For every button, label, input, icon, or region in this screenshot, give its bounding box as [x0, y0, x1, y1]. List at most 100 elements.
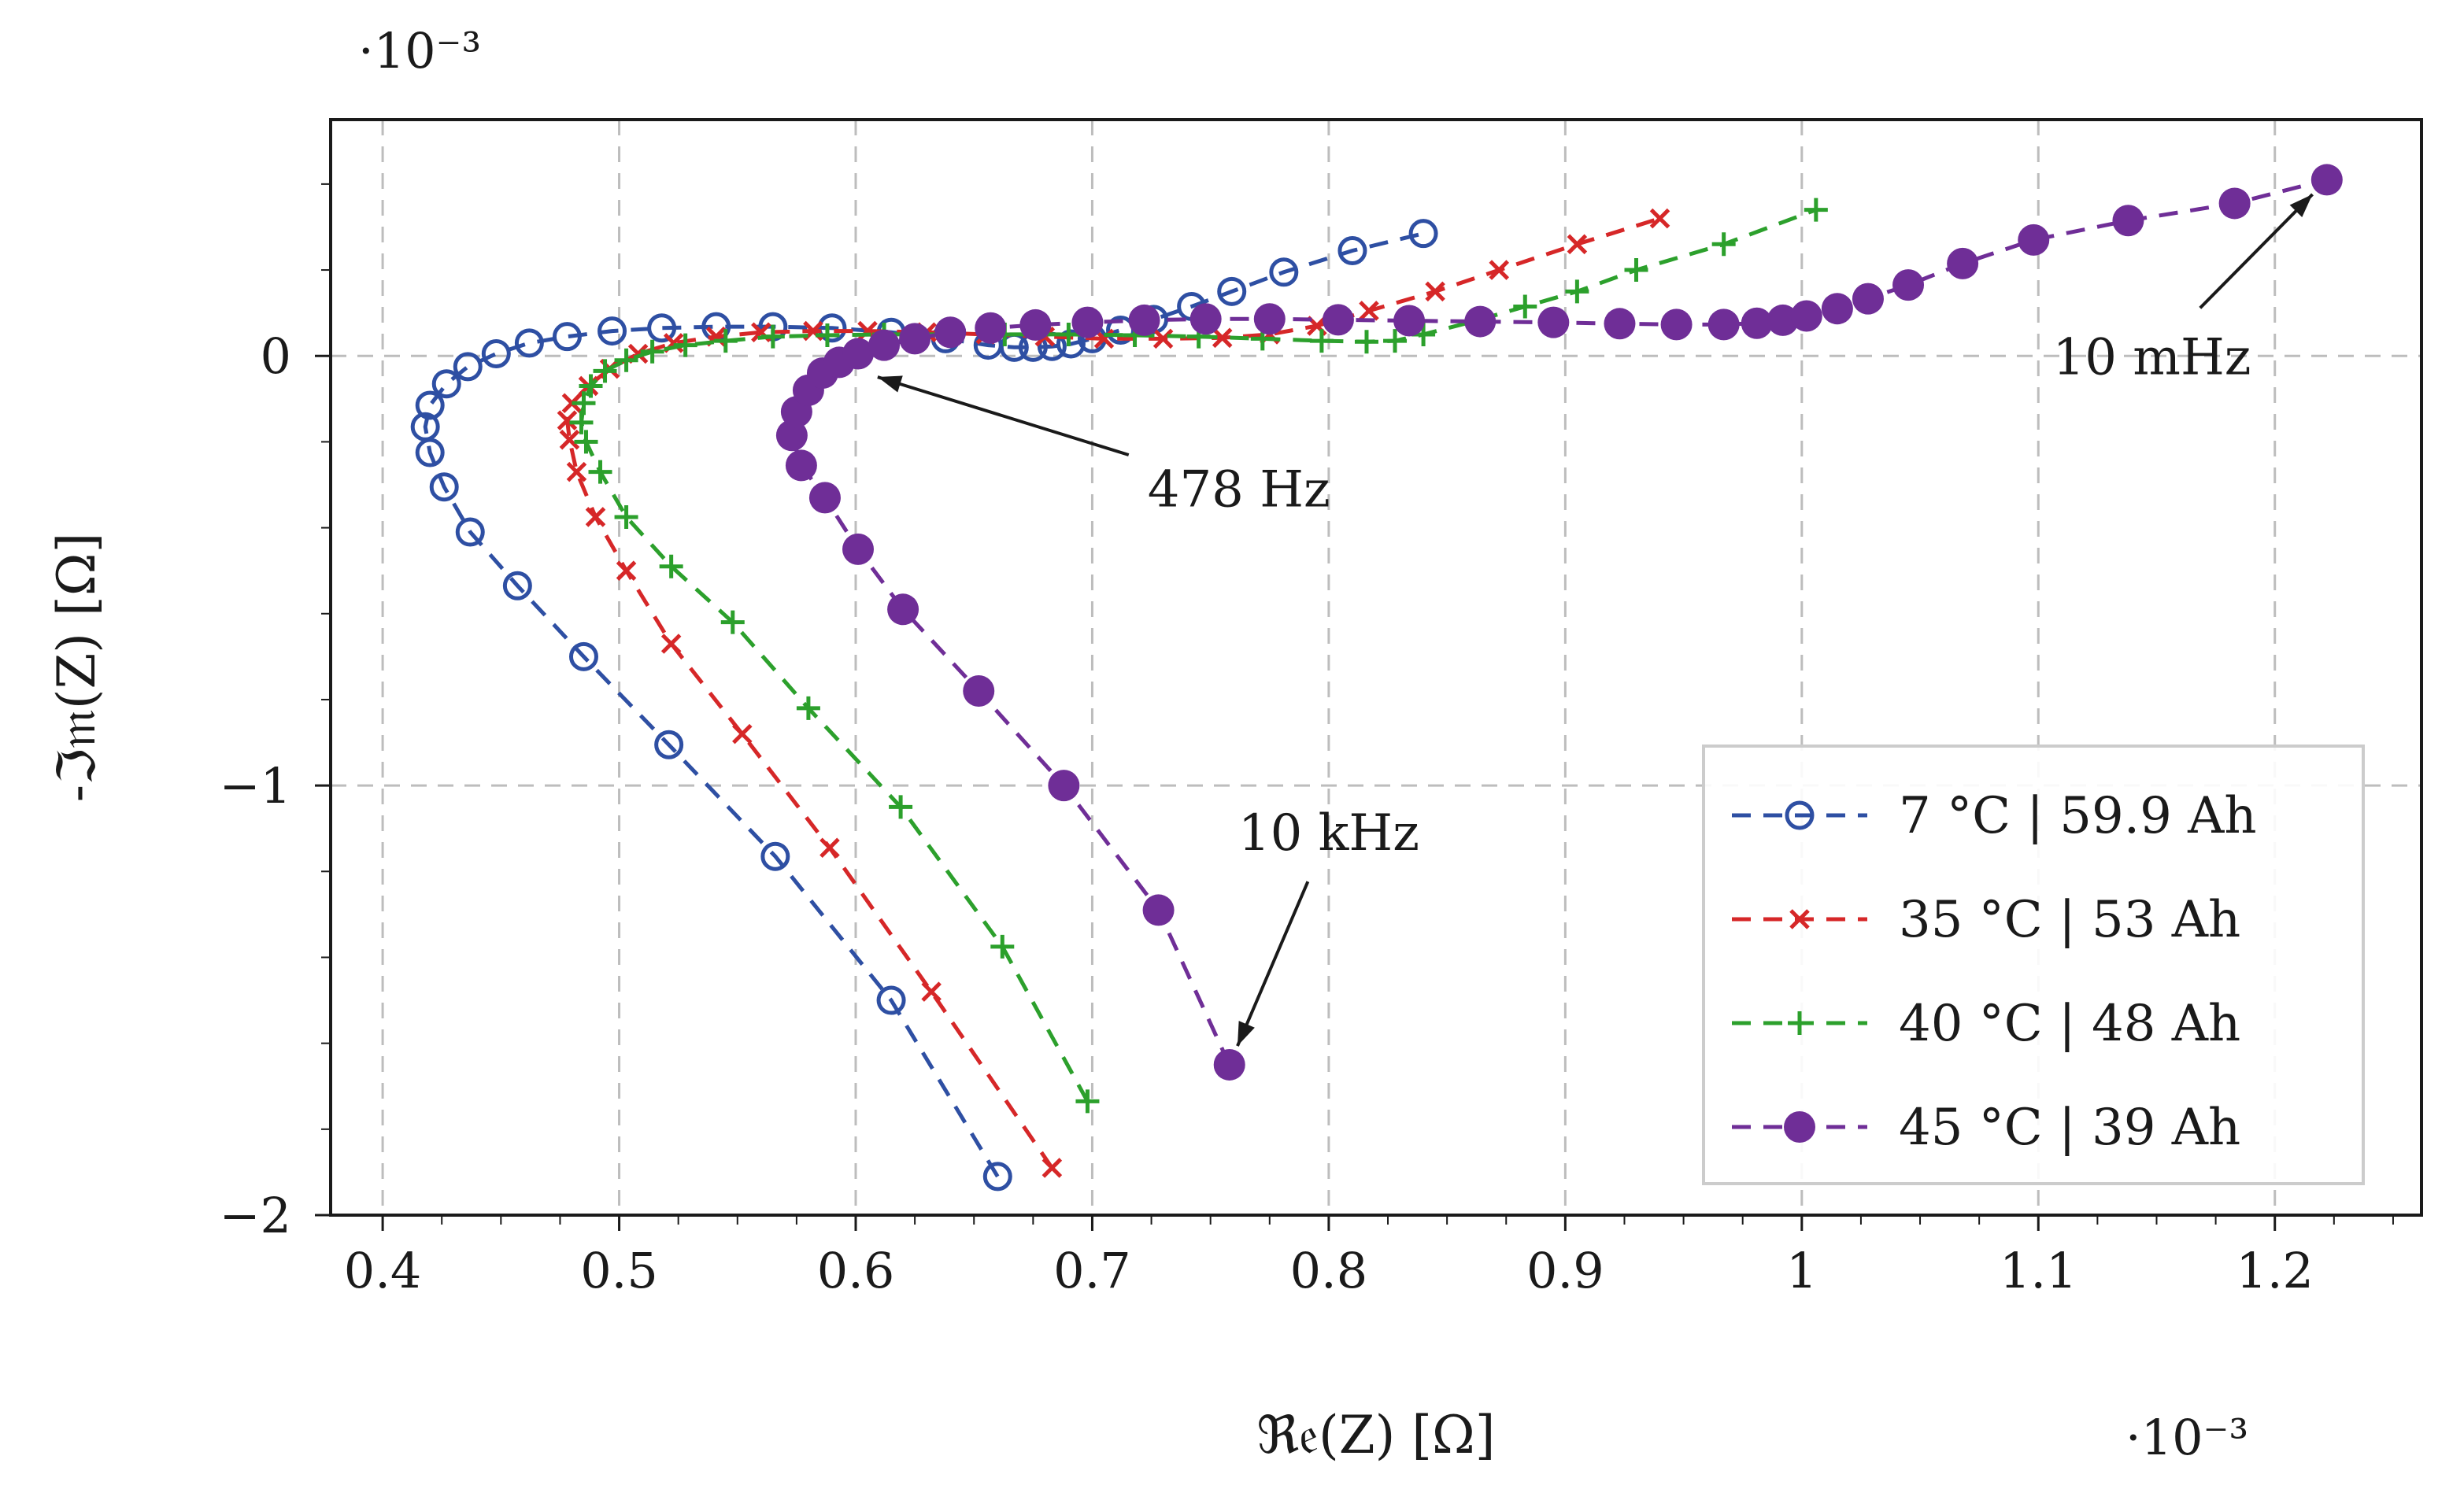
data-point	[1624, 258, 1648, 283]
series-group	[410, 164, 2343, 1192]
data-point	[572, 391, 596, 416]
data-point	[1892, 269, 1925, 301]
data-point	[1741, 307, 1773, 339]
data-point	[1767, 304, 1799, 336]
data-point	[569, 410, 594, 434]
data-point	[1464, 305, 1497, 338]
y-tick-label: −2	[220, 1187, 291, 1244]
legend-item: 45 °C | 39 Ah	[1732, 1099, 2240, 1157]
legend-label: 7 °C | 59.9 Ah	[1899, 787, 2257, 845]
data-point	[614, 504, 638, 529]
data-point	[640, 339, 664, 364]
annotation-arrowhead	[1237, 1021, 1255, 1047]
data-point	[815, 323, 839, 348]
data-point	[1071, 306, 1104, 338]
data-point	[713, 329, 738, 353]
y-exponent-label: ·10⁻³	[358, 22, 481, 79]
y-axis-label: -ℑ𝔪(Z) [Ω]	[46, 533, 107, 803]
series-2	[557, 208, 1670, 1178]
data-point	[889, 795, 913, 819]
data-point	[963, 675, 995, 708]
series-line	[423, 231, 1424, 1178]
data-point	[990, 934, 1015, 959]
data-point	[1649, 208, 1670, 229]
x-tick-label: 1.2	[2236, 1242, 2314, 1299]
data-point	[1513, 294, 1537, 319]
data-point	[614, 348, 638, 372]
axis-ticks: 0.4 0.5 0.6 0.7 0.8 0.9 1 1.1 1.2 −2 −1 0	[220, 183, 2394, 1299]
data-point	[1075, 1089, 1100, 1114]
legend-item: 35 °C | 53 Ah	[1732, 891, 2240, 949]
annotation-label: 10 mHz	[2052, 328, 2251, 386]
series-4	[775, 164, 2343, 1081]
x-tick-label: 1	[1786, 1242, 1817, 1299]
data-point	[598, 316, 627, 346]
legend: 7 °C | 59.9 Ah 35 °C | 53 Ah 40 °C | 48 Ah…	[1702, 744, 2365, 1185]
legend-item: 7 °C | 59.9 Ah	[1732, 787, 2257, 845]
data-point	[1217, 276, 1247, 306]
x-tick-label: 0.8	[1290, 1242, 1368, 1299]
data-point	[720, 610, 745, 634]
data-point	[1604, 308, 1636, 340]
data-point	[934, 316, 967, 349]
data-point	[481, 339, 511, 369]
data-point	[2112, 205, 2144, 237]
data-point	[659, 554, 683, 578]
data-point	[1019, 309, 1052, 341]
data-point	[514, 328, 544, 358]
data-point	[732, 723, 753, 744]
data-point	[817, 313, 847, 343]
annotation-label: 10 kHz	[1238, 804, 1419, 863]
data-point	[585, 507, 606, 527]
data-point	[1048, 770, 1080, 802]
legend-marker	[1785, 800, 1815, 830]
legend-label: 40 °C | 48 Ah	[1899, 995, 2240, 1053]
data-point	[574, 430, 598, 454]
data-point	[673, 333, 697, 357]
annotations: 10 mHz 478 Hz 10 kHz	[877, 193, 2314, 1047]
series-3	[569, 198, 1828, 1114]
data-point	[785, 449, 817, 482]
data-point	[1213, 1048, 1245, 1081]
data-point	[1383, 329, 1408, 353]
series-1	[410, 219, 1438, 1192]
data-point	[1711, 232, 1736, 257]
data-point	[502, 571, 532, 600]
x-axis-label: ℜ𝔢(Z) [Ω]	[1256, 1405, 1495, 1465]
data-point	[775, 419, 808, 452]
data-point	[557, 410, 578, 430]
data-point	[808, 482, 841, 514]
data-point	[2310, 164, 2343, 196]
data-point	[429, 472, 459, 502]
legend-label: 45 °C | 39 Ah	[1899, 1099, 2240, 1157]
data-point	[593, 359, 617, 383]
data-point	[1056, 329, 1086, 359]
data-point	[1354, 330, 1378, 354]
x-exponent-label: ·10⁻³	[2125, 1409, 2248, 1466]
data-point	[1359, 301, 1379, 321]
annotation-arrow	[2199, 193, 2314, 309]
data-point	[760, 324, 785, 349]
data-point	[415, 390, 445, 420]
annotation-label: 478 Hz	[1148, 460, 1330, 519]
data-point	[647, 313, 677, 343]
data-point	[819, 837, 840, 859]
x-tick-label: 0.5	[580, 1242, 658, 1299]
plot-area-frame	[329, 118, 2423, 1217]
data-point	[1790, 300, 1822, 332]
data-point	[2218, 187, 2251, 220]
annotation-arrowhead	[2289, 194, 2313, 217]
data-point	[566, 461, 587, 482]
data-point	[1537, 306, 1570, 338]
x-tick-label: 1.1	[2000, 1242, 2077, 1299]
data-point	[1852, 283, 1884, 315]
data-point	[921, 981, 942, 1002]
data-point	[654, 730, 684, 759]
legend-marker	[1789, 909, 1810, 929]
data-point	[1322, 304, 1354, 336]
data-point	[568, 641, 598, 671]
data-point	[453, 352, 483, 382]
data-point	[1489, 260, 1510, 280]
y-tick-label: 0	[261, 327, 291, 385]
data-point	[1425, 281, 1445, 302]
